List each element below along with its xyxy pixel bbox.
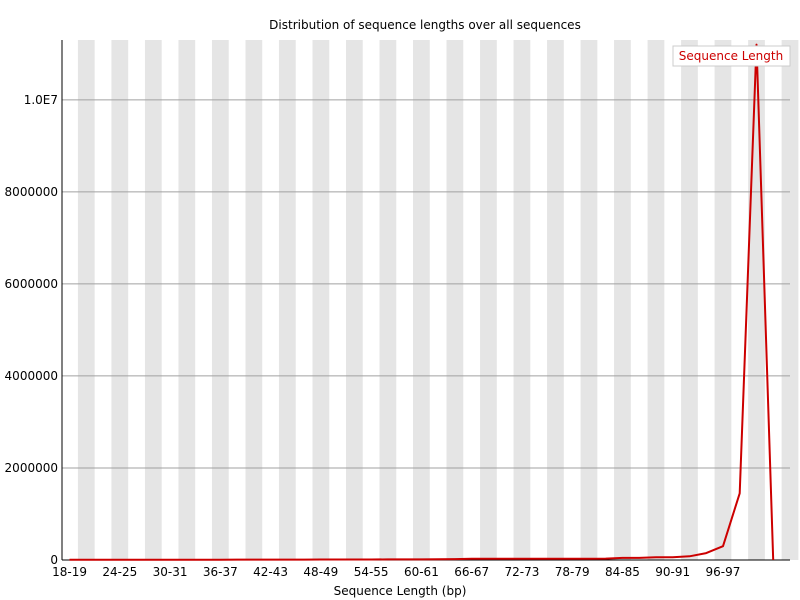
background-band: [614, 40, 631, 560]
background-band: [413, 40, 430, 560]
y-gridlines: [62, 99, 790, 469]
background-band: [345, 40, 363, 560]
y-tick-label: 0: [50, 553, 58, 567]
x-tick-label: 54-55: [354, 565, 389, 579]
background-band: [178, 40, 196, 560]
x-tick-label: 24-25: [102, 565, 137, 579]
y-tick-label: 6000000: [5, 277, 58, 291]
background-band: [211, 40, 229, 560]
background-band: [681, 40, 698, 560]
background-band: [513, 40, 531, 560]
background-band: [278, 40, 296, 560]
alternating-bands: [77, 40, 799, 560]
x-tick-label: 36-37: [203, 565, 238, 579]
background-band: [379, 40, 397, 560]
chart-title: Distribution of sequence lengths over al…: [269, 18, 581, 32]
background-band: [781, 40, 799, 560]
background-band: [748, 40, 765, 560]
background-band: [446, 40, 464, 560]
legend-box: [672, 45, 791, 67]
x-tick-label: 18-19: [52, 565, 87, 579]
background-band: [144, 40, 162, 560]
x-tick-label: 60-61: [404, 565, 439, 579]
x-tick-label: 48-49: [303, 565, 338, 579]
background-band: [480, 40, 497, 560]
background-band: [647, 40, 665, 560]
background-band: [547, 40, 564, 560]
x-tick-label: 90-91: [655, 565, 690, 579]
x-tick-label: 78-79: [555, 565, 590, 579]
y-tick-label: 2000000: [5, 461, 58, 475]
series-line-sequence-length: [69, 43, 775, 561]
series-lines: [69, 43, 775, 561]
x-tick-label: 72-73: [504, 565, 539, 579]
x-tick-labels: 18-19 24-25 30-31 36-37 42-43 48-49 54-55 60-61…: [52, 565, 740, 579]
x-tick-label: 30-31: [153, 565, 188, 579]
y-tick-label: 8000000: [5, 185, 58, 199]
background-band: [714, 40, 732, 560]
legend: Sequence Length: [672, 45, 791, 67]
background-band: [312, 40, 330, 560]
y-tick-labels: 0 2000000 4000000 6000000 8000000 1.0E7: [5, 93, 58, 567]
x-tick-label: 42-43: [253, 565, 288, 579]
legend-label-sequence-length: Sequence Length: [679, 49, 783, 63]
background-band: [245, 40, 263, 560]
background-band: [580, 40, 598, 560]
x-tick-label: 84-85: [605, 565, 640, 579]
x-axis-label: Sequence Length (bp): [334, 584, 467, 598]
x-tick-label: 66-67: [454, 565, 489, 579]
x-tick-label: 96-97: [706, 565, 741, 579]
y-tick-label: 1.0E7: [24, 93, 58, 107]
background-band: [77, 40, 95, 560]
background-band: [111, 40, 129, 560]
y-tick-label: 4000000: [5, 369, 58, 383]
